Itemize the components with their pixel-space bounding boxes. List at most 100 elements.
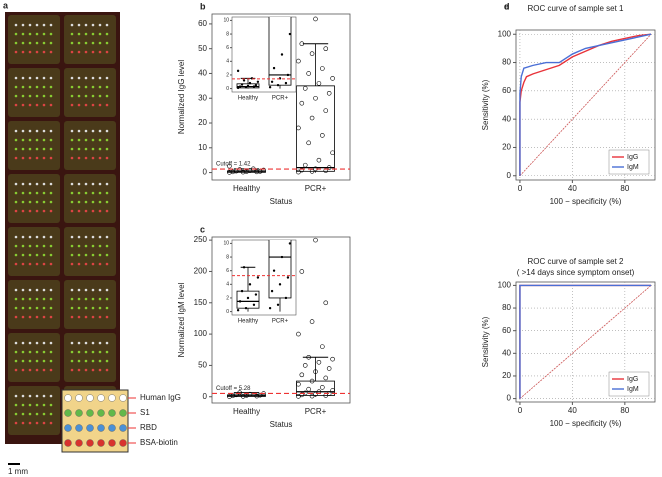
spot: [84, 23, 88, 27]
cutoff-label: Cutoff = 1.42: [216, 162, 251, 168]
spot: [91, 350, 95, 354]
spot: [70, 200, 74, 204]
spot: [49, 359, 53, 363]
chip-dot: [108, 409, 116, 417]
spot: [49, 253, 53, 257]
point: [313, 369, 318, 374]
spot: [35, 23, 39, 27]
inset-y-tick-label: 0: [226, 86, 229, 92]
chip-dot: [97, 409, 105, 417]
spot: [35, 262, 39, 266]
chip-dot: [119, 409, 127, 417]
chip-dot: [64, 409, 72, 417]
spot: [91, 244, 95, 248]
spot: [28, 200, 32, 204]
spot: [98, 315, 102, 319]
spot: [42, 209, 46, 213]
spot: [105, 253, 109, 257]
spot: [14, 41, 18, 45]
spot: [77, 306, 81, 310]
spot: [77, 209, 81, 213]
y-tick-label: 250: [194, 235, 208, 244]
spot: [14, 412, 18, 416]
point: [296, 125, 301, 131]
chip-dot: [108, 394, 116, 402]
spot: [91, 306, 95, 310]
point: [313, 391, 318, 397]
point: [268, 306, 272, 310]
spot: [84, 103, 88, 107]
tile: [8, 386, 60, 435]
spot: [105, 368, 109, 372]
y-tick-label: 60: [198, 19, 207, 28]
point: [268, 86, 272, 89]
spot: [70, 288, 74, 292]
legend-label: Human IgG: [140, 393, 181, 402]
spot: [105, 32, 109, 36]
spot: [49, 341, 53, 345]
spot: [14, 209, 18, 213]
point: [316, 359, 322, 365]
spot: [91, 368, 95, 372]
point: [236, 86, 240, 90]
spot: [42, 350, 46, 354]
spot: [77, 350, 81, 354]
spot: [105, 23, 109, 27]
spot: [98, 76, 102, 80]
spot: [98, 235, 102, 239]
spot: [42, 368, 46, 372]
inset-y-tick-label: 8: [226, 31, 229, 37]
x-tick-label: 80: [620, 406, 629, 415]
spot: [35, 253, 39, 257]
spot: [14, 235, 18, 239]
spot: [91, 235, 95, 239]
spot: [77, 297, 81, 301]
spot: [84, 235, 88, 239]
spot: [84, 147, 88, 151]
x-tick-label: Healthy: [233, 407, 260, 416]
spot: [77, 182, 81, 186]
cutoff-label: Cutoff = 5.28: [216, 386, 251, 392]
spot: [98, 156, 102, 160]
spot: [21, 32, 25, 36]
spot: [105, 94, 109, 98]
spot: [49, 200, 53, 204]
point: [309, 378, 315, 384]
spot: [77, 138, 81, 142]
point: [270, 289, 274, 293]
spot: [91, 147, 95, 151]
spot: [98, 359, 102, 363]
spot: [105, 209, 109, 213]
spot: [42, 129, 46, 133]
spot: [91, 23, 95, 27]
spot: [42, 253, 46, 257]
spot: [21, 191, 25, 195]
spot: [84, 368, 88, 372]
y-axis-label: Normalized IgM level: [177, 282, 186, 357]
point: [326, 366, 332, 371]
spot: [98, 297, 102, 301]
chip-dot: [64, 424, 72, 432]
spot: [21, 288, 25, 292]
y-tick-label: 100: [194, 329, 208, 338]
point: [316, 81, 322, 86]
point: [323, 108, 329, 113]
spot: [14, 341, 18, 345]
spot: [28, 288, 32, 292]
spot: [21, 200, 25, 204]
spot: [70, 147, 74, 151]
point: [275, 229, 277, 231]
spot: [35, 297, 39, 301]
legend-label: RBD: [140, 423, 157, 432]
spot: [35, 32, 39, 36]
spot: [21, 350, 25, 354]
spot: [35, 85, 39, 89]
chip-dot: [97, 424, 105, 432]
spot: [84, 85, 88, 89]
spot: [14, 262, 18, 266]
legend-label: S1: [140, 408, 150, 417]
spot: [28, 403, 32, 407]
spot: [28, 129, 32, 133]
spot: [28, 94, 32, 98]
legend-chip: [61, 389, 129, 453]
